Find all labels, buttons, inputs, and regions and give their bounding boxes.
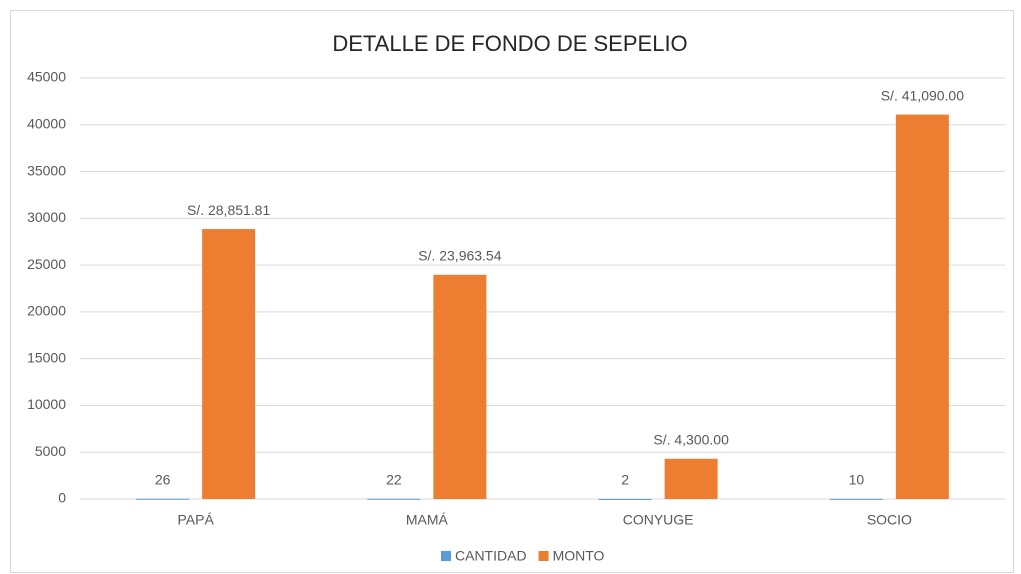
chart-border bbox=[10, 10, 1014, 573]
legend-label: MONTO bbox=[553, 548, 605, 564]
y-tick-label: 25000 bbox=[27, 256, 66, 272]
legend-swatch bbox=[441, 551, 451, 561]
y-tick-label: 45000 bbox=[27, 69, 66, 85]
bar bbox=[433, 274, 487, 499]
legend-label: CANTIDAD bbox=[455, 548, 527, 564]
legend-swatch bbox=[538, 551, 549, 561]
x-tick-label: MAMÁ bbox=[406, 512, 449, 528]
x-tick-label: SOCIO bbox=[867, 512, 912, 528]
bar bbox=[829, 498, 883, 500]
x-tick-label: PAPÁ bbox=[177, 512, 214, 528]
data-label: S/. 28,851.81 bbox=[187, 202, 271, 218]
data-label: S/. 41,090.00 bbox=[881, 87, 965, 103]
bar bbox=[202, 229, 256, 499]
y-tick-label: 5000 bbox=[35, 443, 66, 459]
data-label: S/. 23,963.54 bbox=[418, 248, 502, 264]
data-label: 2 bbox=[621, 472, 629, 488]
data-label: 22 bbox=[386, 471, 402, 487]
bar bbox=[895, 114, 949, 499]
chart-title: DETALLE DE FONDO DE SEPELIO bbox=[332, 31, 687, 56]
y-tick-label: 35000 bbox=[27, 162, 66, 178]
y-tick-label: 0 bbox=[58, 490, 66, 506]
bar bbox=[367, 498, 421, 500]
y-tick-label: 20000 bbox=[27, 303, 66, 319]
y-tick-label: 10000 bbox=[27, 396, 66, 412]
data-label: S/. 4,300.00 bbox=[653, 431, 729, 447]
y-tick-label: 30000 bbox=[27, 209, 66, 225]
y-tick-label: 40000 bbox=[27, 115, 66, 131]
y-tick-label: 15000 bbox=[27, 349, 66, 365]
bar bbox=[664, 458, 718, 499]
x-tick-label: CONYUGE bbox=[623, 512, 694, 528]
bar bbox=[598, 498, 652, 500]
data-label: 26 bbox=[155, 471, 171, 487]
bar bbox=[136, 498, 190, 500]
data-label: 10 bbox=[849, 472, 865, 488]
